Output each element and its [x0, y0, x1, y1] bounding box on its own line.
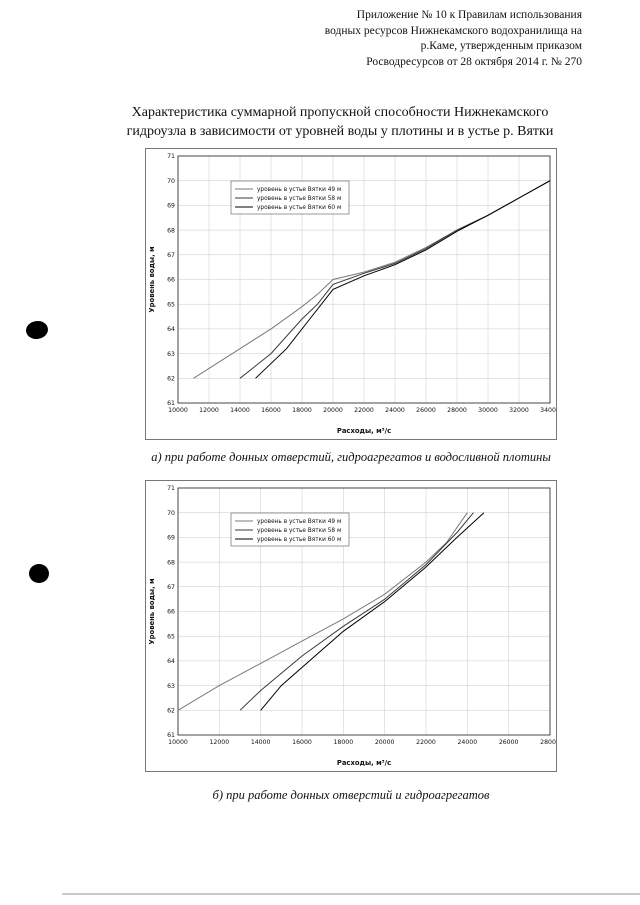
- svg-text:24000: 24000: [457, 739, 477, 746]
- svg-text:26000: 26000: [499, 739, 519, 746]
- svg-text:Уровень воды, м: Уровень воды, м: [148, 246, 156, 312]
- caption-b: б) при работе донных отверстий и гидроаг…: [212, 788, 490, 802]
- svg-text:22000: 22000: [416, 739, 436, 746]
- svg-text:70: 70: [167, 178, 175, 185]
- svg-text:уровень в устье Вятки 60 м: уровень в устье Вятки 60 м: [257, 537, 341, 543]
- hole-punch-bottom: [29, 564, 49, 583]
- svg-text:32000: 32000: [509, 407, 529, 414]
- svg-text:65: 65: [167, 301, 175, 308]
- svg-text:16000: 16000: [292, 739, 312, 746]
- svg-text:30000: 30000: [478, 407, 498, 414]
- svg-text:10000: 10000: [168, 407, 188, 414]
- scan-artifact: [62, 893, 640, 895]
- appendix-header: Приложение № 10 к Правилам использования…: [325, 8, 582, 70]
- svg-text:20000: 20000: [375, 739, 395, 746]
- svg-text:Расходы, м³/с: Расходы, м³/с: [337, 759, 391, 767]
- svg-text:64: 64: [167, 658, 175, 665]
- svg-text:69: 69: [167, 203, 175, 210]
- svg-text:24000: 24000: [385, 407, 405, 414]
- svg-text:уровень в устье Вятки 58 м: уровень в устье Вятки 58 м: [257, 528, 341, 534]
- svg-text:Уровень воды, м: Уровень воды, м: [148, 578, 156, 644]
- svg-text:12000: 12000: [199, 407, 219, 414]
- chart-a-canvas: 10000 12000 14000 16000 18000 20000 22000 24000…: [148, 153, 556, 435]
- svg-text:67: 67: [167, 584, 175, 591]
- svg-text:65: 65: [167, 633, 175, 640]
- svg-text:66: 66: [167, 609, 175, 616]
- svg-text:уровень в устье Вятки 49 м: уровень в устье Вятки 49 м: [257, 187, 341, 193]
- header-line: Приложение № 10 к Правилам использования: [356, 9, 582, 21]
- svg-text:14000: 14000: [251, 739, 271, 746]
- svg-text:62: 62: [167, 376, 175, 383]
- svg-text:34000: 34000: [540, 407, 556, 414]
- svg-text:уровень в устье Вятки 58 м: уровень в устье Вятки 58 м: [257, 196, 341, 202]
- svg-text:22000: 22000: [354, 407, 374, 414]
- svg-text:12000: 12000: [209, 739, 229, 746]
- svg-text:69: 69: [167, 535, 175, 542]
- svg-text:уровень в устье Вятки 49 м: уровень в устье Вятки 49 м: [257, 519, 341, 525]
- header-line: водных ресурсов Нижнекамского водохранил…: [324, 24, 582, 37]
- page-title: Характеристика суммарной пропускной спос…: [110, 103, 570, 141]
- svg-text:уровень в устье Вятки 60 м: уровень в устье Вятки 60 м: [257, 205, 341, 211]
- title-line: гидроузла в зависимости от уровней воды …: [126, 124, 554, 139]
- title-line: Характеристика суммарной пропускной спос…: [131, 105, 549, 120]
- svg-text:14000: 14000: [230, 407, 250, 414]
- svg-text:70: 70: [167, 510, 175, 517]
- svg-text:61: 61: [167, 400, 175, 407]
- svg-text:68: 68: [167, 559, 175, 566]
- chart-b-canvas: 10000 12000 14000 16000 18000 20000 22000 24000…: [148, 485, 556, 767]
- svg-text:20000: 20000: [323, 407, 343, 414]
- svg-text:67: 67: [167, 252, 175, 259]
- caption-a: а) при работе донных отверстий, гидроагр…: [151, 450, 551, 464]
- chart-a: 10000 12000 14000 16000 18000 20000 22000 24000…: [145, 148, 557, 440]
- chart-b: 10000 12000 14000 16000 18000 20000 22000 24000…: [145, 480, 557, 772]
- svg-text:26000: 26000: [416, 407, 436, 414]
- svg-text:28000: 28000: [540, 739, 556, 746]
- header-line: р.Каме, утвержденным приказом: [420, 40, 582, 52]
- svg-text:64: 64: [167, 326, 175, 333]
- svg-text:63: 63: [167, 351, 175, 358]
- svg-text:16000: 16000: [261, 407, 281, 414]
- svg-text:28000: 28000: [447, 407, 467, 414]
- svg-text:62: 62: [167, 708, 175, 715]
- svg-text:18000: 18000: [292, 407, 312, 414]
- svg-text:10000: 10000: [168, 739, 188, 746]
- svg-text:66: 66: [167, 277, 175, 284]
- svg-text:18000: 18000: [333, 739, 353, 746]
- svg-text:71: 71: [167, 485, 175, 492]
- svg-text:61: 61: [167, 732, 175, 739]
- svg-text:68: 68: [167, 227, 175, 234]
- svg-text:71: 71: [167, 153, 175, 160]
- svg-text:63: 63: [167, 683, 175, 690]
- hole-punch-top: [24, 319, 50, 341]
- header-line: Росводресурсов от 28 октября 2014 г. № 2…: [366, 55, 582, 68]
- svg-text:Расходы, м³/с: Расходы, м³/с: [337, 427, 391, 435]
